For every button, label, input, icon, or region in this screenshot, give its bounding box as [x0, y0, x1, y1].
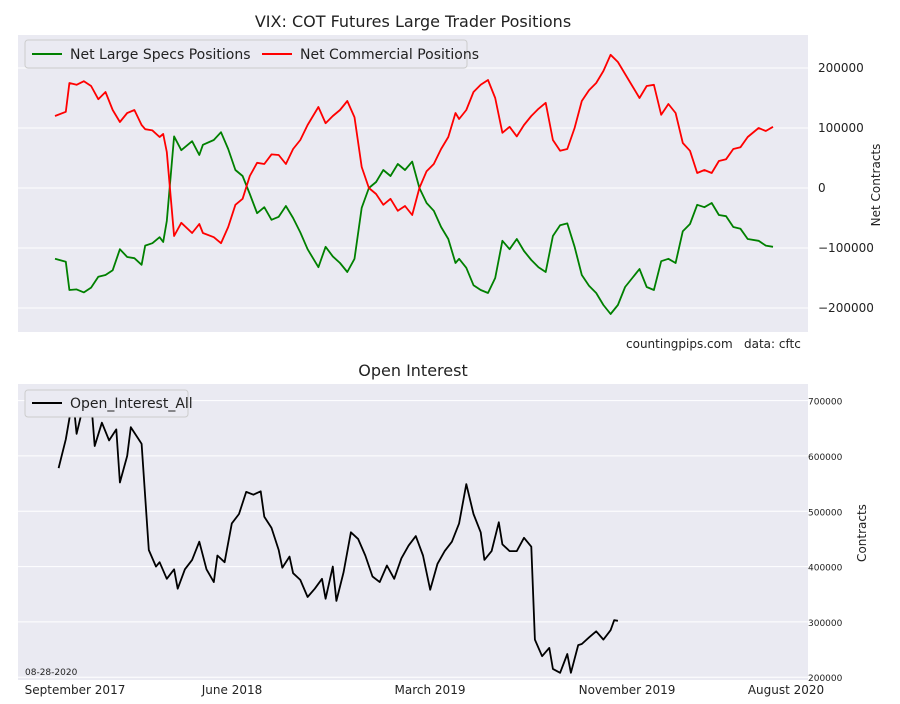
x-tick-label: September 2017: [25, 683, 126, 697]
positions-y-axis-label: Net Contracts: [869, 144, 883, 227]
positions-chart-title: VIX: COT Futures Large Trader Positions: [255, 12, 571, 31]
x-tick-label: March 2019: [395, 683, 466, 697]
open-interest-legend: Open_Interest_All: [24, 389, 193, 418]
open-interest-chart: Open Interest 200000 300000 400000 500000 60…: [18, 361, 869, 697]
open-interest-legend-box: [24, 389, 189, 418]
positions-y-ticks: −200000 −100000 0 100000 200000: [818, 61, 874, 315]
positions-y-tick-label: 0: [818, 181, 826, 195]
open-interest-plot-area: [18, 384, 808, 680]
open-interest-series-lines: [57, 396, 619, 674]
open-interest-y-ticks: 200000 300000 400000 500000 600000 700000: [808, 398, 843, 685]
positions-y-tick-label: 100000: [818, 121, 864, 135]
positions-series-lines: [54, 53, 774, 315]
open-interest-y-tick-label: 500000: [808, 508, 843, 518]
series-line-net-commercial-positions: [54, 53, 774, 245]
legend-label-open-interest: Open_Interest_All: [70, 396, 193, 412]
positions-y-tick-label: −200000: [818, 301, 874, 315]
report-date-note: 08-28-2020: [25, 668, 78, 678]
x-tick-label: November 2019: [579, 683, 676, 697]
legend-label-net-large-specs: Net Large Specs Positions: [70, 47, 251, 63]
positions-chart: VIX: COT Futures Large Trader Positions …: [18, 12, 883, 351]
positions-legend: Net Large Specs Positions Net Commercial…: [24, 39, 479, 69]
open-interest-y-axis-label: Contracts: [855, 504, 869, 562]
positions-y-tick-label: 200000: [818, 61, 864, 75]
series-line-open-interest-all: [57, 396, 619, 674]
open-interest-y-tick-label: 300000: [808, 619, 843, 629]
data-source-note: data: cftc: [744, 337, 801, 351]
series-line-net-large-specs-positions: [54, 131, 774, 315]
open-interest-y-tick-label: 400000: [808, 564, 843, 574]
open-interest-grid: [18, 400, 808, 678]
x-tick-label: June 2018: [201, 683, 263, 697]
open-interest-x-ticks: September 2017 June 2018 March 2019 Novembe…: [25, 683, 825, 697]
legend-label-net-commercial: Net Commercial Positions: [300, 47, 479, 63]
open-interest-y-tick-label: 700000: [808, 398, 843, 408]
open-interest-y-tick-label: 600000: [808, 453, 843, 463]
source-site-note: countingpips.com: [626, 337, 733, 351]
positions-legend-box: [24, 39, 468, 69]
open-interest-y-tick-label: 200000: [808, 674, 843, 684]
x-tick-label: August 2020: [748, 683, 824, 697]
positions-y-tick-label: −100000: [818, 241, 874, 255]
open-interest-chart-title: Open Interest: [358, 361, 467, 380]
positions-plot-area: [18, 35, 808, 332]
